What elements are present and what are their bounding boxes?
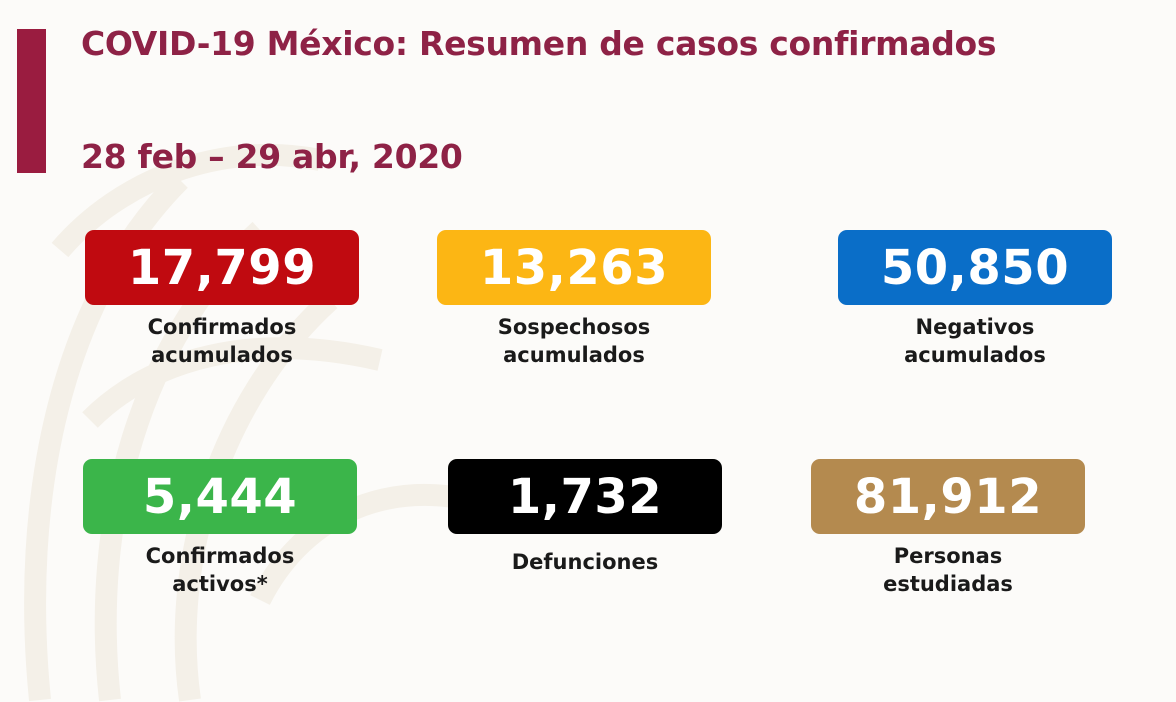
stat-label-line2: activos* xyxy=(172,572,268,596)
stat-value-box: 1,732 xyxy=(448,459,722,534)
stat-label-line2: acumulados xyxy=(904,343,1046,367)
stat-label: Sospechosos acumulados xyxy=(498,313,651,369)
stat-deaths: 1,732 Defunciones xyxy=(448,459,722,576)
stat-value-box: 50,850 xyxy=(838,230,1112,305)
stat-confirmed-cumulative: 17,799 Confirmados acumulados xyxy=(85,230,359,369)
stat-suspected-cumulative: 13,263 Sospechosos acumulados xyxy=(437,230,711,369)
stat-label: Confirmados acumulados xyxy=(148,313,297,369)
stat-label-line1: Confirmados xyxy=(145,544,295,568)
title-accent-bar xyxy=(17,29,46,173)
stat-label-line1: Personas xyxy=(893,544,1003,568)
stat-people-studied: 81,912 Personas estudiadas xyxy=(811,459,1085,598)
stat-label: Personas estudiadas xyxy=(883,542,1013,598)
stat-value-box: 13,263 xyxy=(437,230,711,305)
stat-label-line1: Defunciones xyxy=(511,550,659,574)
stat-value-box: 17,799 xyxy=(85,230,359,305)
stat-label-line1: Confirmados xyxy=(147,315,297,339)
stat-label-line2: acumulados xyxy=(151,343,293,367)
page-title: COVID-19 México: Resumen de casos confir… xyxy=(81,24,997,63)
stat-label-line2: estudiadas xyxy=(883,572,1013,596)
date-range: 28 feb – 29 abr, 2020 xyxy=(81,137,463,176)
stat-value-box: 81,912 xyxy=(811,459,1085,534)
stat-confirmed-active: 5,444 Confirmados activos* xyxy=(83,459,357,598)
stat-value-box: 5,444 xyxy=(83,459,357,534)
stat-label: Confirmados activos* xyxy=(146,542,295,598)
stat-label: Defunciones xyxy=(512,548,658,576)
stat-label: Negativos acumulados xyxy=(904,313,1046,369)
stat-label-line2: acumulados xyxy=(503,343,645,367)
stat-negative-cumulative: 50,850 Negativos acumulados xyxy=(838,230,1112,369)
stat-label-line1: Negativos xyxy=(915,315,1035,339)
stat-label-line1: Sospechosos xyxy=(497,315,651,339)
